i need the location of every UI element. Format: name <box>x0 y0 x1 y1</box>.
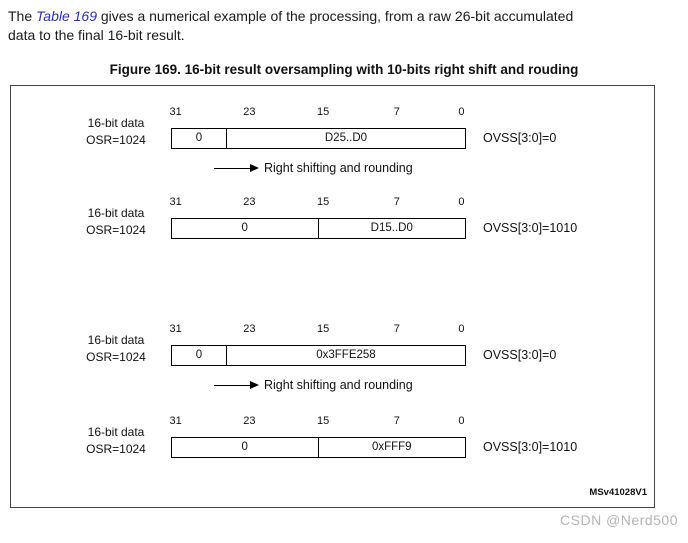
row1-ovss-label: OVSS[3:0]=0 <box>483 131 557 145</box>
row1-bit-scale: 31 23 15 7 0 <box>169 104 466 118</box>
intro-text-pre: The <box>8 8 37 24</box>
row4-segment-zero: 0 <box>172 438 319 457</box>
bit-label-15: 15 <box>316 323 330 335</box>
row3-shift-annotation: Right shifting and rounding <box>214 377 413 393</box>
register-row4-label: 16-bit data OSR=1024 <box>66 424 166 458</box>
row1-register-box: 0 D25..D0 <box>171 128 466 149</box>
row1-segment-zero: 0 <box>172 129 227 148</box>
bit-label-15: 15 <box>316 415 330 427</box>
bit-label-7: 7 <box>393 323 400 335</box>
row4-bit-scale: 31 23 15 7 0 <box>169 413 466 427</box>
figure-title: Figure 169. 16-bit result oversampling w… <box>109 62 579 77</box>
row3-label-line1: 16-bit data <box>87 333 145 347</box>
row2-label-line1: 16-bit data <box>87 206 145 220</box>
row4-label-line2: OSR=1024 <box>86 442 146 456</box>
bit-label-7: 7 <box>393 196 400 208</box>
bit-label-31: 31 <box>169 323 182 335</box>
register-row3-label: 16-bit data OSR=1024 <box>66 332 166 366</box>
intro-text-post: gives a numerical example of the process… <box>8 8 574 43</box>
right-arrow-icon <box>214 380 259 389</box>
csdn-watermark: CSDN @Nerd500 <box>560 512 678 528</box>
bit-label-15: 15 <box>316 196 330 208</box>
bit-label-23: 23 <box>243 323 256 335</box>
row1-arrow-caption: Right shifting and rounding <box>264 161 413 175</box>
row1-segment-data: D25..D0 <box>324 132 368 144</box>
bit-label-23: 23 <box>243 196 256 208</box>
bit-label-23: 23 <box>243 415 256 427</box>
row3-segment-data: 0x3FFE258 <box>316 349 376 361</box>
row2-segment-zero: 0 <box>172 219 319 238</box>
row2-bit-scale: 31 23 15 7 0 <box>169 194 466 208</box>
figure-frame: 16-bit data OSR=1024 31 23 15 7 0 0 D25.… <box>10 85 655 508</box>
bit-label-0: 0 <box>458 106 465 118</box>
figure-id-label: MSv41028V1 <box>589 487 647 498</box>
row1-label-line1: 16-bit data <box>87 116 145 130</box>
row3-bit-scale: 31 23 15 7 0 <box>169 321 466 335</box>
row3-arrow-caption: Right shifting and rounding <box>264 378 413 392</box>
intro-paragraph: The Table 169 gives a numerical example … <box>8 7 668 44</box>
bit-label-31: 31 <box>169 106 182 118</box>
row4-ovss-label: OVSS[3:0]=1010 <box>483 440 578 454</box>
row1-shift-annotation: Right shifting and rounding <box>214 160 413 176</box>
row3-register-box: 0 0x3FFE258 <box>171 345 466 366</box>
row2-register-box: 0 D15..D0 <box>171 218 466 239</box>
bit-label-0: 0 <box>458 415 465 427</box>
bit-label-23: 23 <box>243 106 256 118</box>
row4-label-line1: 16-bit data <box>87 425 145 439</box>
bit-label-31: 31 <box>169 415 182 427</box>
bit-label-7: 7 <box>393 106 400 118</box>
bit-label-0: 0 <box>458 323 465 335</box>
row2-label-line2: OSR=1024 <box>86 223 146 237</box>
row3-ovss-label: OVSS[3:0]=0 <box>483 348 557 362</box>
row4-segment-data: 0xFFF9 <box>371 441 412 453</box>
row2-segment-data: D15..D0 <box>370 222 413 234</box>
right-arrow-icon <box>214 163 259 172</box>
row3-label-line2: OSR=1024 <box>86 350 146 364</box>
bit-label-7: 7 <box>393 415 400 427</box>
row4-register-box: 0 0xFFF9 <box>171 437 466 458</box>
bit-label-31: 31 <box>169 196 182 208</box>
row3-segment-zero: 0 <box>172 346 227 365</box>
bit-label-15: 15 <box>316 106 330 118</box>
bit-label-0: 0 <box>458 196 465 208</box>
table-169-link[interactable]: Table 169 <box>36 8 97 24</box>
register-row2-label: 16-bit data OSR=1024 <box>66 205 166 239</box>
register-row1-label: 16-bit data OSR=1024 <box>66 115 166 149</box>
row2-ovss-label: OVSS[3:0]=1010 <box>483 221 578 235</box>
row1-label-line2: OSR=1024 <box>86 133 146 147</box>
